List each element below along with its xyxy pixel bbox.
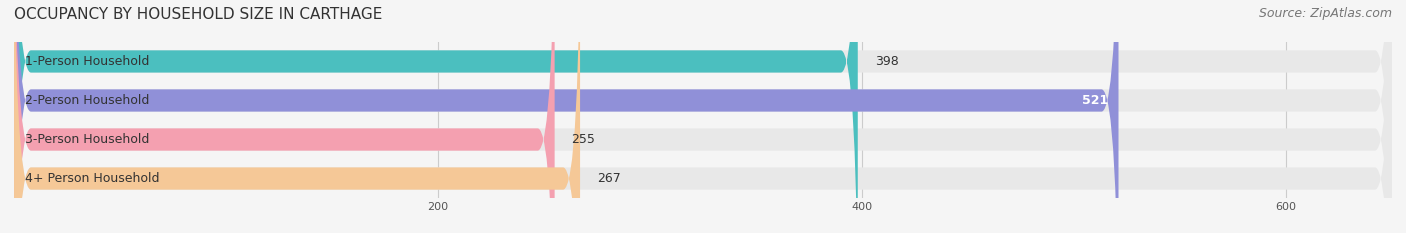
Text: 3-Person Household: 3-Person Household [25,133,149,146]
FancyBboxPatch shape [14,0,1392,233]
Text: 1-Person Household: 1-Person Household [25,55,149,68]
Text: Source: ZipAtlas.com: Source: ZipAtlas.com [1258,7,1392,20]
FancyBboxPatch shape [14,0,1392,233]
Text: 4+ Person Household: 4+ Person Household [25,172,159,185]
FancyBboxPatch shape [14,0,1119,233]
FancyBboxPatch shape [14,0,858,233]
Text: OCCUPANCY BY HOUSEHOLD SIZE IN CARTHAGE: OCCUPANCY BY HOUSEHOLD SIZE IN CARTHAGE [14,7,382,22]
FancyBboxPatch shape [14,0,1392,233]
Text: 255: 255 [572,133,596,146]
Text: 267: 267 [598,172,621,185]
FancyBboxPatch shape [14,0,554,233]
FancyBboxPatch shape [14,0,581,233]
Text: 398: 398 [875,55,898,68]
FancyBboxPatch shape [14,0,1392,233]
Text: 521: 521 [1081,94,1108,107]
Text: 2-Person Household: 2-Person Household [25,94,149,107]
